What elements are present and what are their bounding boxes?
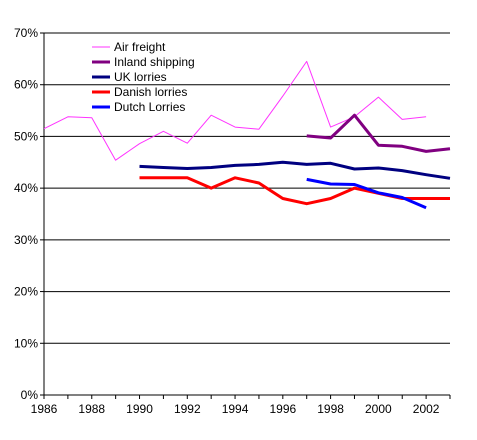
x-tick-label: 2000	[365, 402, 392, 416]
x-tick-label: 1998	[317, 402, 344, 416]
y-axis-tick-labels: 0% 10% 20% 30% 40% 50% 60% 70%	[14, 26, 38, 402]
x-tick-label: 1996	[269, 402, 296, 416]
y-tick-label: 20%	[14, 285, 38, 299]
series-line-air-freight	[43, 60, 427, 161]
series-line-uk-lorries	[139, 160, 451, 180]
legend-label-danish-lorries: Danish lorries	[114, 85, 187, 99]
x-tick-label: 1990	[126, 402, 153, 416]
y-tick-label: 10%	[14, 336, 38, 350]
y-tick-label: 50%	[14, 129, 38, 143]
y-tick-label: 0%	[21, 388, 39, 402]
x-tick-label: 1992	[174, 402, 201, 416]
series-line-danish-lorries	[139, 176, 450, 206]
series-line-dutch-lorries	[306, 177, 427, 210]
series-line-inland-shipping	[306, 113, 451, 153]
legend-label-dutch-lorries: Dutch Lorries	[114, 100, 185, 114]
series-lines	[43, 60, 451, 210]
x-tick-label: 2002	[413, 402, 440, 416]
legend-label-inland-shipping: Inland shipping	[114, 55, 195, 69]
gridlines	[44, 32, 450, 344]
x-tick-label: 1986	[31, 402, 58, 416]
x-axis-tick-labels: 1986 1988 1990 1992 1994 1996 1998 2000 2002	[31, 402, 440, 416]
legend-label-uk-lorries: UK lorries	[114, 70, 167, 84]
y-tick-label: 60%	[14, 78, 38, 92]
legend-label-air-freight: Air freight	[114, 40, 166, 54]
y-tick-label: 30%	[14, 233, 38, 247]
x-tick-label: 1988	[78, 402, 105, 416]
y-tick-label: 40%	[14, 181, 38, 195]
axes	[40, 32, 451, 399]
x-tick-label: 1994	[222, 402, 249, 416]
y-tick-label: 70%	[14, 26, 38, 40]
